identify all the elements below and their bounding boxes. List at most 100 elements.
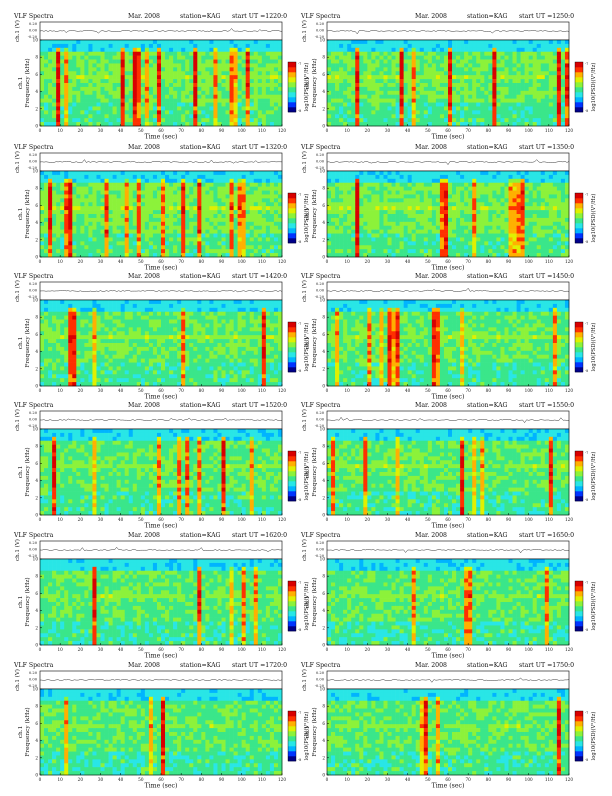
panel-date: Mar. 2008 bbox=[128, 13, 160, 20]
waveform-tick-label: 0.20 bbox=[29, 671, 38, 675]
x-tick-label: 120 bbox=[565, 777, 573, 782]
y-tick-label: 6 bbox=[322, 721, 325, 726]
colorbar-label: log10(PSD)(V²/Hz) bbox=[590, 712, 597, 761]
y-axis-label-frequency: Frequency (kHz) bbox=[24, 58, 31, 107]
colorbar-segment bbox=[575, 746, 583, 751]
x-tick-label: 70 bbox=[465, 517, 471, 522]
colorbar-tick-label: -8 bbox=[298, 369, 301, 373]
panel-station: station=KAG bbox=[467, 532, 508, 539]
y-tick-label: 6 bbox=[35, 203, 38, 208]
x-tick-label: 10 bbox=[57, 517, 63, 522]
colorbar-segment bbox=[288, 342, 296, 347]
colorbar-segment bbox=[575, 751, 583, 756]
colorbar-segment bbox=[575, 611, 583, 616]
y-tick-label: 2 bbox=[35, 495, 38, 500]
waveform-trace bbox=[327, 549, 569, 552]
x-tick-label: 50 bbox=[425, 517, 431, 522]
x-tick-label: 80 bbox=[199, 777, 205, 782]
x-tick-label: 40 bbox=[405, 388, 411, 393]
x-axis-label: Time (sec) bbox=[432, 394, 465, 401]
colorbar-segment bbox=[288, 352, 296, 357]
x-tick-label: 80 bbox=[199, 388, 205, 393]
colorbar-segment bbox=[288, 362, 296, 367]
colorbar-segment bbox=[575, 496, 583, 501]
x-tick-label: 70 bbox=[178, 777, 184, 782]
x-tick-label: 50 bbox=[138, 259, 144, 264]
panel-start-time: start UT =1420:0 bbox=[232, 273, 287, 280]
waveform-trace bbox=[327, 30, 569, 34]
colorbar-tick-label: -8 bbox=[298, 628, 301, 632]
y-tick-label: 2 bbox=[35, 755, 38, 760]
colorbar-segment bbox=[575, 228, 583, 233]
colorbar-segment bbox=[575, 596, 583, 601]
x-axis-label: Time (sec) bbox=[145, 134, 178, 141]
colorbar-tick-label: -8 bbox=[298, 758, 301, 762]
colorbar-segment bbox=[288, 581, 296, 586]
colorbar-segment bbox=[288, 606, 296, 611]
x-tick-label: 100 bbox=[525, 647, 533, 652]
panel-start-time: start UT =1650:0 bbox=[519, 532, 574, 539]
y-tick-label: 2 bbox=[322, 237, 325, 242]
x-tick-label: 40 bbox=[118, 777, 124, 782]
y-tick-label: 4 bbox=[35, 478, 38, 483]
y-axis-label-frequency: Frequency (kHz) bbox=[24, 318, 31, 367]
y-axis-label-frequency: Frequency (kHz) bbox=[24, 707, 31, 756]
x-tick-label: 0 bbox=[326, 647, 329, 652]
panel-station: station=KAG bbox=[467, 13, 508, 20]
x-tick-label: 70 bbox=[465, 777, 471, 782]
x-tick-label: 90 bbox=[219, 128, 225, 133]
y-tick-label: 10 bbox=[33, 687, 39, 692]
colorbar-segment bbox=[288, 337, 296, 342]
waveform-trace bbox=[40, 547, 282, 551]
colorbar-label: log10(PSD)(V²/Hz) bbox=[590, 582, 597, 631]
x-tick-label: 30 bbox=[98, 388, 104, 393]
x-tick-label: 60 bbox=[158, 517, 164, 522]
colorbar-segment bbox=[288, 596, 296, 601]
colorbar-tick-label: -7 bbox=[298, 581, 301, 585]
colorbar-label: log10(PSD)(V²/Hz) bbox=[590, 323, 597, 372]
x-tick-label: 20 bbox=[365, 777, 371, 782]
waveform-tick-label: 0.00 bbox=[316, 678, 325, 682]
y-tick-label: 2 bbox=[35, 237, 38, 242]
panel-date: Mar. 2008 bbox=[128, 532, 160, 539]
x-tick-label: 70 bbox=[178, 517, 184, 522]
colorbar-segment bbox=[575, 203, 583, 208]
x-tick-label: 120 bbox=[565, 128, 573, 133]
x-tick-label: 110 bbox=[258, 777, 266, 782]
y-tick-label: 2 bbox=[322, 106, 325, 111]
colorbar-segment bbox=[288, 746, 296, 751]
waveform-tick-label: 0.20 bbox=[29, 282, 38, 286]
x-tick-label: 40 bbox=[405, 128, 411, 133]
x-tick-label: 10 bbox=[57, 647, 63, 652]
y-axis-label-channel: ch.1 bbox=[305, 726, 311, 739]
waveform-tick-label: 0.00 bbox=[316, 548, 325, 552]
colorbar-segment bbox=[575, 362, 583, 367]
x-tick-label: 100 bbox=[238, 388, 246, 393]
waveform-tick-label: 0.20 bbox=[316, 153, 325, 157]
waveform-frame bbox=[327, 22, 569, 40]
spectrogram-image bbox=[327, 689, 569, 775]
panel-date: Mar. 2008 bbox=[415, 144, 447, 151]
y-tick-label: 10 bbox=[320, 38, 326, 43]
x-tick-label: 30 bbox=[98, 647, 104, 652]
x-tick-label: 110 bbox=[258, 517, 266, 522]
x-tick-label: 100 bbox=[525, 777, 533, 782]
y-tick-label: 10 bbox=[33, 427, 39, 432]
colorbar-segment bbox=[575, 92, 583, 97]
colorbar-segment bbox=[288, 451, 296, 456]
colorbar-segment bbox=[575, 322, 583, 327]
x-tick-label: 60 bbox=[445, 259, 451, 264]
x-axis-label: Time (sec) bbox=[145, 783, 178, 790]
x-tick-label: 0 bbox=[39, 259, 42, 264]
colorbar-segment bbox=[575, 193, 583, 198]
panel-title: VLF Spectra bbox=[300, 532, 341, 539]
colorbar-segment bbox=[288, 62, 296, 67]
colorbar-segment bbox=[575, 208, 583, 213]
x-tick-label: 0 bbox=[326, 388, 329, 393]
colorbar-label: log10(PSD)(V²/Hz) bbox=[590, 63, 597, 112]
colorbar-segment bbox=[288, 461, 296, 466]
